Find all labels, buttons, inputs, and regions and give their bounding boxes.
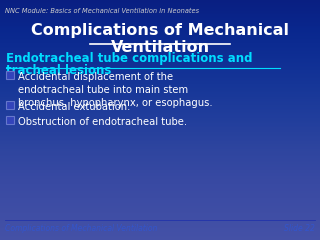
Text: NNC Module: Basics of Mechanical Ventilation in Neonates: NNC Module: Basics of Mechanical Ventila… — [5, 8, 199, 14]
Text: Endotracheal tube complications and: Endotracheal tube complications and — [6, 52, 252, 65]
Text: Accidental displacement of the
endotracheal tube into main stem
bronchus, hypoph: Accidental displacement of the endotrach… — [18, 72, 212, 108]
Text: tracheal lesions: tracheal lesions — [6, 64, 111, 77]
Text: Ventilation: Ventilation — [110, 40, 210, 55]
Text: Obstruction of endotracheal tube.: Obstruction of endotracheal tube. — [18, 117, 187, 127]
Text: Accidental extubation.: Accidental extubation. — [18, 102, 130, 112]
Text: Complications of Mechanical: Complications of Mechanical — [31, 23, 289, 38]
FancyBboxPatch shape — [6, 71, 14, 79]
FancyBboxPatch shape — [6, 101, 14, 109]
Text: Slide 22: Slide 22 — [284, 224, 315, 233]
FancyBboxPatch shape — [6, 116, 14, 124]
Text: Complications of Mechanical Ventilation: Complications of Mechanical Ventilation — [5, 224, 157, 233]
